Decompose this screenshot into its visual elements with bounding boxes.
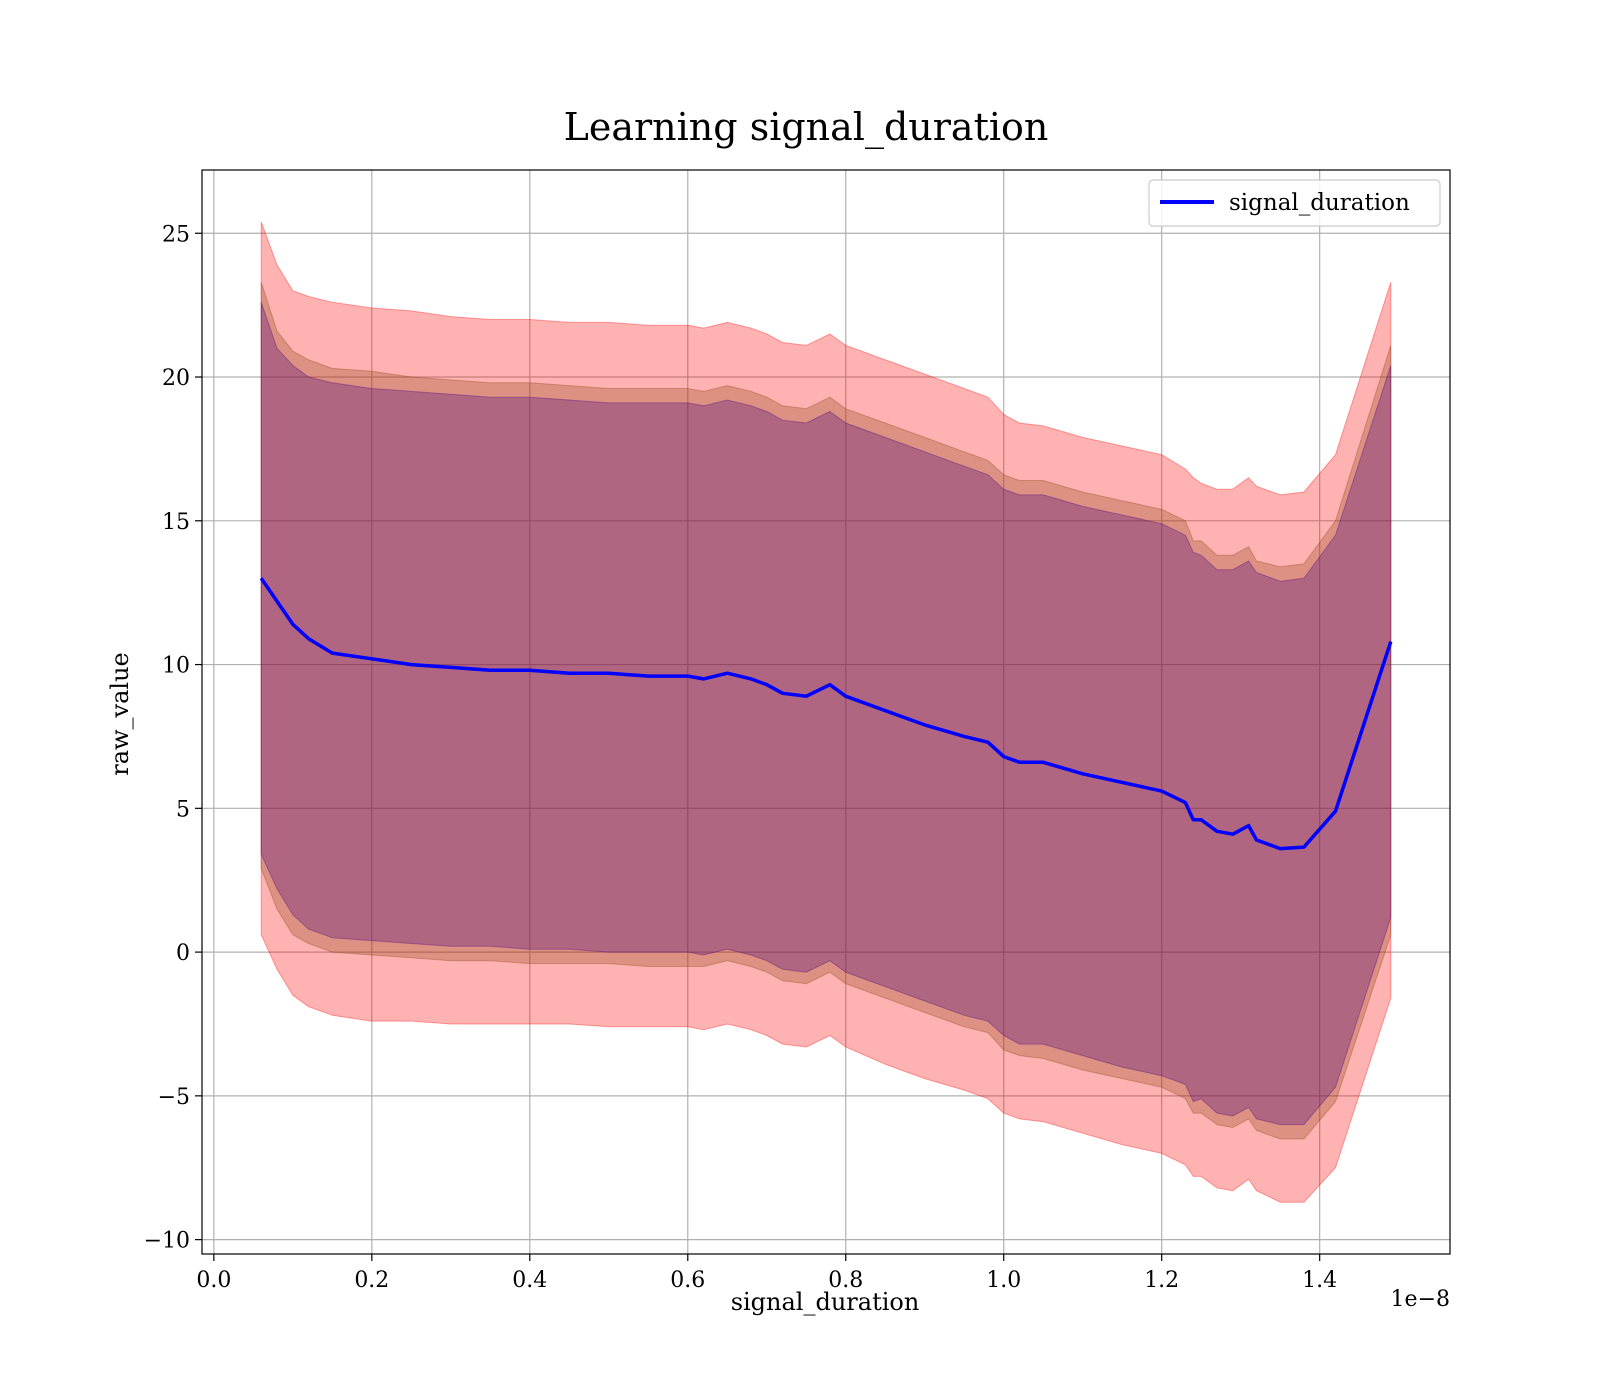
band-2sd — [260, 281, 1392, 1140]
x-tick-label: 0.0 — [196, 1268, 231, 1293]
x-axis-ticks: 0.0 0.2 0.4 0.6 0.8 1.0 1.2 1.4 — [196, 1254, 1337, 1293]
y-tick-label: 10 — [162, 654, 190, 679]
y-tick-label: 20 — [162, 366, 190, 391]
x-axis-offset-text: 1e−8 — [1391, 1287, 1450, 1312]
x-tick-label: 0.4 — [512, 1268, 547, 1293]
y-axis-label: raw_value — [106, 652, 134, 776]
chart-title: Learning signal_duration — [564, 105, 1049, 150]
grid — [202, 170, 1450, 1254]
plot-frame — [201, 169, 1451, 1255]
x-tick-label: 0.8 — [828, 1268, 863, 1293]
y-tick-label: −5 — [158, 1085, 190, 1110]
band-1sd — [260, 302, 1392, 1126]
series-line — [259, 577, 1393, 851]
y-tick-label: 5 — [176, 797, 190, 822]
x-tick-label: 0.6 — [670, 1268, 705, 1293]
x-tick-label: 0.2 — [354, 1268, 389, 1293]
y-axis-ticks: −10 −5 0 5 10 15 20 25 — [144, 222, 202, 1254]
x-tick-label: 1.0 — [986, 1268, 1021, 1293]
confidence-bands — [260, 221, 1392, 1203]
y-tick-label: −10 — [144, 1229, 190, 1254]
y-tick-label: 25 — [162, 222, 190, 247]
legend-entry: signal_duration — [1229, 190, 1410, 216]
band-3sd — [260, 221, 1392, 1203]
legend: signal_duration — [1148, 179, 1441, 227]
legend-box — [1148, 179, 1441, 227]
y-tick-label: 0 — [176, 941, 190, 966]
y-tick-label: 15 — [162, 510, 190, 535]
series-lines — [259, 577, 1393, 851]
x-axis-label: signal_duration — [731, 1288, 920, 1316]
x-tick-label: 1.4 — [1302, 1268, 1337, 1293]
x-tick-label: 1.2 — [1144, 1268, 1179, 1293]
